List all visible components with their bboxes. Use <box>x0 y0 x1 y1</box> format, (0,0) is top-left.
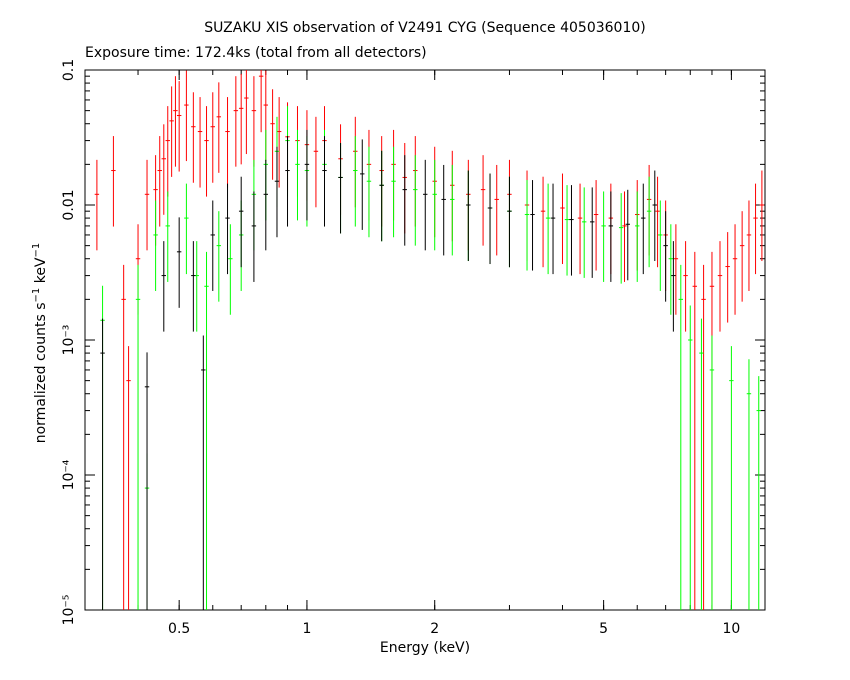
y-tick-label: 0.1 <box>61 59 77 81</box>
chart-title: SUZAKU XIS observation of V2491 CYG (Seq… <box>204 20 646 36</box>
chart-subtitle: Exposure time: 172.4ks (total from all d… <box>85 45 427 61</box>
y-tick-label: 10⁻⁴ <box>61 459 77 490</box>
x-tick-label: 2 <box>430 621 439 637</box>
y-tick-label: 10⁻⁵ <box>61 595 77 626</box>
plot-frame <box>84 69 766 611</box>
x-tick-label: 1 <box>302 621 311 637</box>
y-tick-label: 0.01 <box>61 189 77 220</box>
x-tick-label: 5 <box>599 621 608 637</box>
x-tick-label: 10 <box>722 621 740 637</box>
x-tick-label: 0.5 <box>168 621 190 637</box>
x-axis-label: Energy (keV) <box>379 640 471 656</box>
y-tick-label: 10⁻³ <box>61 325 77 356</box>
